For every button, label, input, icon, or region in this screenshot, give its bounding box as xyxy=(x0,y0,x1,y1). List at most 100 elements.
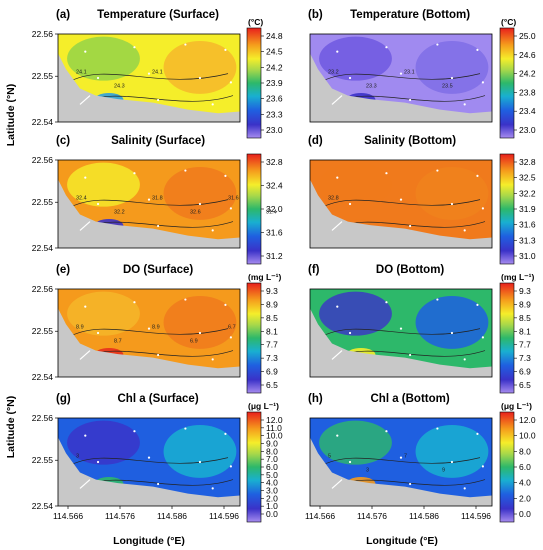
land-mass xyxy=(310,437,492,506)
panel-label: (e) xyxy=(56,264,70,276)
field-patch xyxy=(319,36,392,81)
x-tick-label: 114.566 xyxy=(53,511,83,521)
colorbar-scale xyxy=(499,27,515,139)
colorbar-tick-label: 7.3 xyxy=(266,353,278,363)
sample-point xyxy=(133,301,136,304)
sample-point xyxy=(84,176,87,179)
sample-point xyxy=(476,432,479,435)
sample-point xyxy=(211,229,214,232)
colorbar-tick-label: 8.5 xyxy=(519,313,531,323)
sample-point xyxy=(409,353,412,357)
colorbar-unit: (μg L⁻¹) xyxy=(501,401,532,411)
contour-label: 32.2 xyxy=(114,210,125,216)
pier-line xyxy=(331,95,343,105)
colorbar-tick-label: 23.6 xyxy=(266,94,283,104)
sample-point xyxy=(198,460,202,464)
sample-point xyxy=(198,202,202,206)
sample-point xyxy=(96,76,100,80)
panel-frame xyxy=(57,159,241,249)
field-patch xyxy=(67,162,140,207)
colorbar-tick-label: 3.0 xyxy=(266,486,278,496)
sample-point xyxy=(436,427,439,430)
colorbar-tick-label: 31.0 xyxy=(519,251,536,261)
pier-line xyxy=(331,221,343,231)
sample-point xyxy=(133,430,136,433)
land-mass xyxy=(310,308,492,377)
sample-point xyxy=(450,76,454,80)
field-patch xyxy=(415,41,489,94)
sample-point xyxy=(399,327,403,330)
panel-title: Temperature (Bottom) xyxy=(350,9,470,21)
sample-point xyxy=(463,229,466,232)
panel-title: Salinity (Bottom) xyxy=(364,135,456,147)
colorbar-scale xyxy=(499,153,515,265)
colorbar-tick-label: 8.9 xyxy=(519,299,531,309)
colorbar: (°C)25.0 24.6 24.2 23.8 23.4 23.0 xyxy=(499,17,536,139)
contour-label: 9 xyxy=(442,468,445,474)
sample-point xyxy=(157,98,160,102)
colorbar: (mg L⁻¹) 9.3 8.9 8.5 8.1 7.7 7.3 6.9 6.5 xyxy=(499,272,534,394)
land-mass xyxy=(58,53,240,122)
sample-point xyxy=(96,202,100,206)
x-tick-label: 114.586 xyxy=(157,511,187,521)
sample-point xyxy=(399,456,403,459)
colorbar-tick-label: 31.6 xyxy=(519,220,536,230)
sample-point xyxy=(224,303,227,306)
land-mass xyxy=(58,308,240,377)
contour-label: 6.9 xyxy=(190,339,198,345)
colorbar-scale xyxy=(246,27,262,139)
contour-label: 3 xyxy=(76,454,79,460)
panel-label: (d) xyxy=(308,135,323,147)
sample-point xyxy=(336,434,339,437)
colorbar-scale xyxy=(246,153,262,265)
contour-label: 32.8 xyxy=(328,196,339,202)
panel-4: 32.8 (d) Salinity (Bottom) 32.8 32.5 32.2 31.9… xyxy=(308,135,536,265)
sample-point xyxy=(409,224,412,228)
y-tick-label: 22.54 xyxy=(32,117,54,127)
contour-label: 23.1 xyxy=(404,70,415,76)
contour-label: 5 xyxy=(328,454,331,460)
sample-point xyxy=(336,176,339,179)
sample-point xyxy=(133,46,136,49)
sample-point xyxy=(147,327,151,330)
field-patch xyxy=(67,420,140,465)
colorbar-tick-label: 23.0 xyxy=(519,125,536,135)
sample-point xyxy=(481,336,484,339)
panel-2: 23.2 23.3 23.1 23.5 (b) Temperature (Bottom) (… xyxy=(308,9,536,139)
sample-point xyxy=(96,460,100,464)
sample-point xyxy=(84,50,87,53)
sample-point xyxy=(157,224,160,228)
colorbar-tick-label: 31.3 xyxy=(519,235,536,245)
field-patch xyxy=(415,425,489,478)
x-tick-label: 114.576 xyxy=(357,511,387,521)
land-mass xyxy=(310,179,492,248)
panel-label: (g) xyxy=(56,393,71,405)
panel-label: (h) xyxy=(308,393,323,405)
sample-point xyxy=(436,169,439,172)
colorbar-tick-label: 32.0 xyxy=(266,204,283,214)
colorbar-unit: (°C) xyxy=(501,17,516,27)
sample-point xyxy=(450,331,454,335)
sample-point xyxy=(229,465,232,468)
panel-frame xyxy=(57,33,241,123)
sample-point xyxy=(198,331,202,335)
y-tick-label: 22.56 xyxy=(32,29,54,39)
panel-label: (f) xyxy=(308,264,320,276)
panel-title: Chl a (Bottom) xyxy=(370,393,449,405)
panel-6: (f) DO (Bottom) (mg L⁻¹) 9.3 8.9 8.5 8.1 7.7 7.3… xyxy=(308,264,534,394)
contour-label: 31.8 xyxy=(152,196,163,202)
sample-point xyxy=(336,305,339,308)
y-tick-label: 22.54 xyxy=(32,243,54,253)
field-patch xyxy=(163,41,237,94)
colorbar-tick-label: 10.0 xyxy=(519,431,536,441)
sample-point xyxy=(385,46,388,49)
contour-line xyxy=(319,73,481,83)
contour-label: 8.9 xyxy=(152,325,160,331)
panel-frame xyxy=(309,288,493,378)
sample-point xyxy=(147,456,151,459)
panel-frame xyxy=(309,159,493,249)
colorbar-tick-label: 32.8 xyxy=(519,157,536,167)
contour-label: 23.5 xyxy=(442,84,453,90)
sample-point xyxy=(348,202,352,206)
